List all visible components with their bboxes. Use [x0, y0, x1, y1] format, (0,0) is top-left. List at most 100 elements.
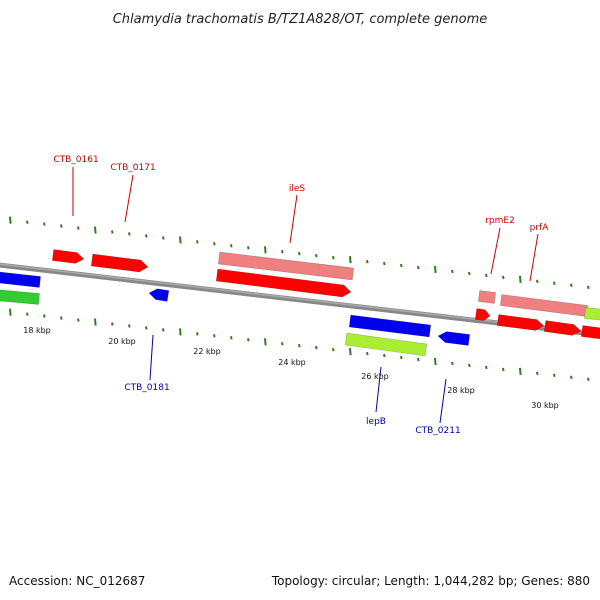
- feature-iles-outer: [217, 251, 355, 281]
- bottom-track-tick: [349, 348, 352, 356]
- feature-next-lime: [584, 307, 600, 321]
- top-track-tick: [502, 275, 505, 280]
- top-track-tick: [230, 244, 233, 248]
- bottom-track-tick: [247, 338, 250, 342]
- bottom-track-tick: [111, 322, 114, 326]
- top-track-tick: [332, 255, 335, 260]
- top-track-tick: [366, 259, 369, 264]
- gene-label-prfa[interactable]: prfA: [530, 223, 550, 233]
- scale-label-18: 18 kbp: [23, 326, 51, 335]
- callout-rpme2: [490, 227, 501, 275]
- top-track-tick: [570, 283, 573, 288]
- bottom-track-tick: [332, 347, 335, 352]
- bottom-track-tick: [213, 334, 216, 338]
- feature-rpme2: [474, 308, 491, 321]
- gene-features: [0, 249, 600, 357]
- feature-iles: [215, 268, 352, 298]
- bottom-track-tick: [485, 365, 488, 370]
- top-track-tick: [213, 242, 216, 246]
- bottom-track-tick: [281, 342, 284, 346]
- gene-label-iles[interactable]: ileS: [289, 184, 306, 194]
- feature-left-green: [0, 289, 40, 305]
- top-track-tick: [281, 250, 284, 254]
- feature-prfa-outer: [499, 294, 589, 317]
- bottom-track-tick: [162, 328, 165, 332]
- topology-summary: Topology: circular; Length: 1,044,282 bp…: [271, 574, 590, 588]
- bottom-track-tick: [366, 351, 369, 356]
- gene-label-ctb0181[interactable]: CTB_0181: [124, 383, 169, 393]
- top-track-tick: [434, 265, 437, 274]
- bottom-track-tick: [145, 326, 148, 330]
- bottom-track-tick: [383, 353, 386, 358]
- top-track-tick: [77, 226, 80, 230]
- feature-prfa: [496, 314, 545, 331]
- gene-label-ctb0161[interactable]: CTB_0161: [53, 155, 98, 165]
- top-track-tick: [400, 263, 403, 268]
- bottom-track-tick: [298, 344, 301, 348]
- callout-prfa: [529, 233, 539, 282]
- bottom-track-tick: [434, 357, 437, 366]
- bottom-track-tick: [468, 363, 471, 368]
- bottom-track-tick: [553, 373, 556, 378]
- bottom-track-tick: [43, 314, 46, 318]
- top-track-tick: [298, 252, 301, 256]
- tick-track-top: [9, 216, 590, 289]
- top-track-tick: [468, 271, 471, 276]
- top-track-tick: [60, 224, 63, 228]
- accession-text: Accession: NC_012687: [9, 574, 145, 588]
- top-track-tick: [9, 216, 12, 224]
- feature-ctb0181: [148, 288, 170, 302]
- bottom-track-tick: [9, 308, 12, 316]
- top-track-tick: [145, 234, 148, 238]
- gene-label-ctb0211[interactable]: CTB_0211: [415, 426, 460, 436]
- gene-label-lepb[interactable]: lepB: [366, 417, 386, 427]
- bottom-track-tick: [179, 328, 182, 336]
- callout-ctb0181: [149, 334, 154, 381]
- feature-ctb0161: [51, 249, 85, 264]
- callout-iles: [289, 194, 298, 244]
- feature-prfa-2: [543, 320, 582, 336]
- top-track-tick: [383, 261, 386, 266]
- bottom-track-tick: [451, 361, 454, 366]
- top-track-tick: [587, 285, 590, 289]
- bottom-track-tick: [60, 316, 63, 320]
- gene-label-rpme2[interactable]: rpmE2: [485, 216, 515, 226]
- top-track-tick: [349, 256, 352, 264]
- top-track-tick: [315, 254, 318, 258]
- scale-label-24: 24 kbp: [278, 358, 306, 367]
- bottom-track-tick: [570, 375, 573, 380]
- feature-lepb-blue: [348, 314, 432, 338]
- feature-ctb0211: [437, 331, 471, 346]
- gene-label-ctb0171[interactable]: CTB_0171: [110, 163, 155, 173]
- bottom-track-tick: [94, 318, 97, 326]
- feature-left-blue: [0, 271, 41, 288]
- callout-ctb0211: [439, 378, 447, 424]
- tick-track-bottom: [9, 308, 590, 381]
- bottom-track-tick: [587, 377, 590, 381]
- bottom-track-tick: [196, 332, 199, 336]
- bottom-track-tick: [315, 346, 318, 350]
- scale-label-28: 28 kbp: [447, 386, 475, 395]
- top-track-tick: [26, 220, 29, 224]
- top-track-tick: [162, 236, 165, 240]
- top-track-tick: [485, 273, 488, 278]
- bottom-track-tick: [128, 324, 131, 328]
- top-track-tick: [519, 275, 522, 283]
- scale-label-20: 20 kbp: [108, 337, 136, 346]
- top-track-tick: [196, 240, 199, 244]
- bottom-track-tick: [26, 312, 29, 316]
- top-track-tick: [43, 222, 46, 226]
- bottom-track-tick: [417, 357, 420, 362]
- callout-lines: [72, 167, 539, 424]
- bottom-track-tick: [502, 367, 505, 372]
- bottom-track-tick: [400, 355, 403, 360]
- map-title: Chlamydia trachomatis B/TZ1A828/OT, comp…: [113, 12, 488, 27]
- top-track-tick: [94, 226, 97, 234]
- scale-label-26: 26 kbp: [361, 372, 389, 381]
- callout-ctb0171: [124, 174, 134, 223]
- scale-label-22: 22 kbp: [193, 347, 221, 356]
- top-track-tick: [417, 265, 420, 270]
- feature-next-plus: [580, 325, 600, 340]
- feature-lepb: [344, 332, 428, 357]
